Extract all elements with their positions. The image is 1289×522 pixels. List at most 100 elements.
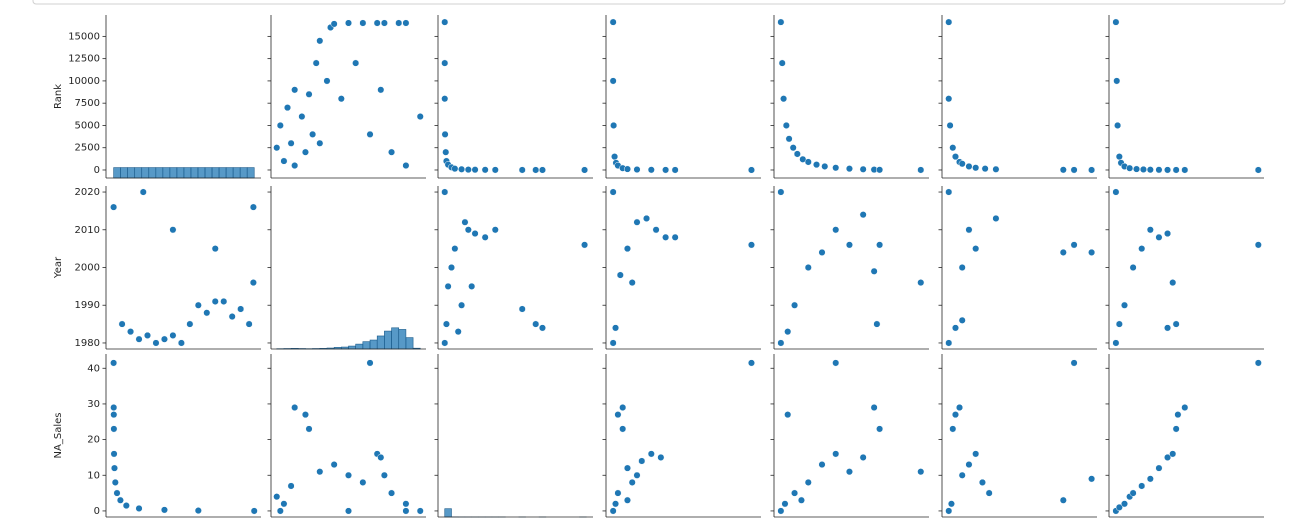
point — [1155, 464, 1163, 472]
point — [316, 139, 324, 147]
point — [1181, 166, 1189, 174]
point — [804, 478, 812, 486]
point — [1070, 241, 1078, 249]
point — [955, 403, 964, 412]
point — [619, 403, 627, 412]
hist-bar — [348, 345, 356, 350]
hist-bar — [444, 508, 452, 518]
point — [804, 158, 812, 166]
point — [228, 313, 236, 321]
point — [1138, 482, 1146, 490]
point — [1172, 425, 1180, 433]
point — [1126, 164, 1134, 172]
point — [793, 150, 801, 158]
point — [250, 507, 258, 515]
point — [110, 425, 118, 433]
point — [972, 450, 980, 458]
point — [366, 359, 374, 367]
point — [958, 160, 966, 168]
point — [237, 305, 245, 313]
hist-bar — [176, 167, 185, 179]
point — [870, 403, 878, 412]
hist-bar — [113, 167, 121, 179]
point — [614, 489, 622, 497]
point — [152, 339, 160, 347]
point — [538, 166, 547, 174]
point — [518, 166, 526, 174]
point — [491, 166, 499, 174]
point — [160, 506, 168, 514]
point — [518, 305, 526, 313]
point — [1120, 301, 1129, 309]
point — [945, 95, 953, 103]
point — [917, 468, 925, 476]
point — [1070, 359, 1078, 367]
point — [1164, 453, 1172, 461]
point — [818, 248, 826, 256]
hist-bar — [398, 329, 407, 350]
hist-bar — [405, 337, 414, 350]
point — [471, 166, 479, 174]
point — [491, 226, 499, 234]
point — [1114, 121, 1122, 129]
point — [947, 500, 955, 508]
point — [845, 241, 853, 249]
point — [876, 166, 884, 174]
point — [169, 331, 177, 339]
point — [832, 226, 840, 234]
point — [451, 165, 459, 173]
point — [785, 135, 793, 143]
point — [777, 507, 785, 515]
point — [211, 297, 219, 306]
y-tick-label: 40 — [87, 363, 100, 374]
point — [778, 59, 786, 67]
point — [1059, 166, 1067, 174]
point — [614, 411, 622, 419]
point — [344, 19, 353, 27]
point — [859, 453, 867, 461]
point — [388, 148, 396, 156]
point — [122, 502, 130, 510]
point — [471, 229, 479, 238]
point — [784, 411, 792, 419]
point — [1181, 403, 1189, 412]
point — [859, 165, 867, 173]
point — [305, 425, 313, 433]
point — [464, 166, 472, 174]
point — [273, 144, 281, 152]
point — [441, 339, 449, 347]
hist-bar — [134, 167, 143, 179]
point — [316, 37, 324, 45]
hist-bar — [376, 335, 385, 350]
point — [949, 425, 957, 433]
point — [402, 500, 410, 508]
point — [1139, 165, 1147, 173]
point — [359, 19, 367, 27]
point — [782, 121, 790, 129]
hist-bar — [384, 330, 392, 350]
point — [642, 214, 651, 222]
point — [791, 489, 799, 497]
point — [946, 121, 954, 129]
point — [972, 164, 980, 172]
point — [366, 130, 374, 138]
point — [671, 233, 679, 241]
point — [657, 453, 665, 461]
point — [965, 162, 973, 170]
row-label: NA_Sales — [53, 413, 64, 459]
point — [992, 214, 1000, 222]
point — [323, 77, 331, 85]
point — [135, 335, 143, 343]
y-tick-label: 0 — [94, 506, 100, 517]
point — [298, 112, 306, 121]
point — [958, 471, 966, 479]
point — [1172, 320, 1180, 328]
point — [619, 425, 627, 433]
point — [1254, 166, 1262, 174]
point — [444, 282, 452, 290]
hist-bar — [225, 167, 234, 179]
point — [1172, 166, 1180, 174]
y-tick-label: 7500 — [75, 98, 100, 109]
point — [917, 166, 925, 174]
